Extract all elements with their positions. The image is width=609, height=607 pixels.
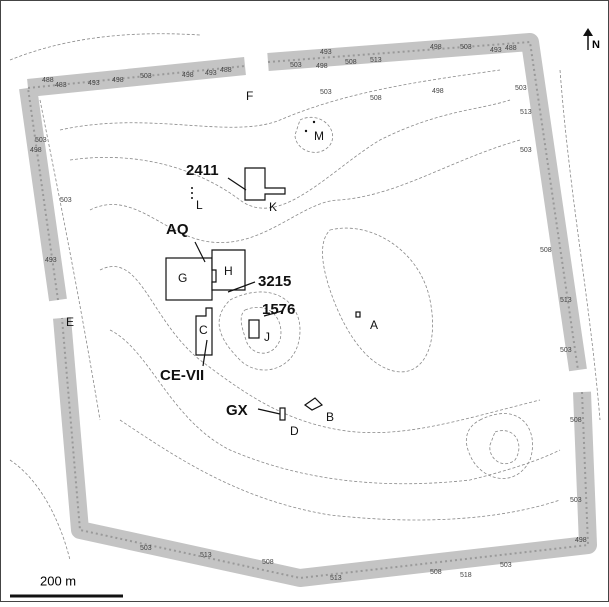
contour-label: 503 <box>570 497 582 504</box>
contour-label: 508 <box>540 247 552 254</box>
contour-label: 483 <box>55 82 67 89</box>
contour-label: 513 <box>200 552 212 559</box>
contour-label: 498 <box>432 88 444 95</box>
contour-label: 503 <box>500 562 512 569</box>
feature-label: G <box>178 271 187 285</box>
feature-label: 2411 <box>186 162 219 179</box>
building-a <box>356 312 360 317</box>
feature-label: GX <box>226 402 248 419</box>
feature-label: K <box>269 200 277 214</box>
contour-label: 508 <box>430 569 442 576</box>
contour-label: 493 <box>320 49 332 56</box>
feature-label: H <box>224 264 233 278</box>
contour-label: 508 <box>370 95 382 102</box>
building-g <box>166 258 212 300</box>
feature-label: AQ <box>166 221 189 238</box>
contour-label: 503 <box>290 62 302 69</box>
contour-label: 503 <box>140 545 152 552</box>
feature-label: C <box>199 323 208 337</box>
contour-label: 503 <box>320 89 332 96</box>
contour-label: 493 <box>205 70 217 77</box>
contour-label: 508 <box>262 559 274 566</box>
contour-label: 493 <box>45 257 57 264</box>
feature-label: B <box>326 410 334 424</box>
feature-label: 1576 <box>262 301 295 318</box>
contour-label: 513 <box>370 57 382 64</box>
contour-label: 488 <box>42 77 54 84</box>
contour-label: 503 <box>140 73 152 80</box>
feature-label: 3215 <box>258 273 291 290</box>
contour-label: 498 <box>316 63 328 70</box>
feature-label: L <box>196 198 203 212</box>
scale-bar-label: 200 m <box>40 573 76 588</box>
feature-label: A <box>370 318 378 332</box>
contour-label: 498 <box>112 77 124 84</box>
contour-label: 488 <box>220 67 232 74</box>
contour-label: 498 <box>182 72 194 79</box>
contour-label: 513 <box>560 297 572 304</box>
feature-label: CE-VII <box>160 367 204 384</box>
north-label: N <box>592 39 600 51</box>
feature-label: M <box>314 129 324 143</box>
contour-label: 503 <box>460 44 472 51</box>
contour-label: 503 <box>35 137 47 144</box>
building-d <box>280 408 285 420</box>
feature-label: E <box>66 315 74 329</box>
contour-label: 498 <box>30 147 42 154</box>
building-j <box>249 320 259 338</box>
contour-label: 498 <box>430 44 442 51</box>
contour-label: 503 <box>515 85 527 92</box>
contour-label: 498 <box>575 537 587 544</box>
feature-label: J <box>264 330 270 344</box>
contour-label: 503 <box>520 147 532 154</box>
contour-label: 513 <box>330 575 342 582</box>
map: 200 m N A B C D E F G H J K L M GX CE-VII AQ 2411 3215 15… <box>0 0 609 602</box>
feature-label: D <box>290 424 299 438</box>
contour-label: 513 <box>520 109 532 116</box>
contour-label: 493 <box>490 47 502 54</box>
contour-label: 488 <box>505 45 517 52</box>
contour-label: 518 <box>460 572 472 579</box>
contour-label: 503 <box>560 347 572 354</box>
contour-label: 508 <box>345 59 357 66</box>
feature-label: F <box>246 89 253 103</box>
contour-label: 503 <box>60 197 72 204</box>
contour-label: 508 <box>570 417 582 424</box>
contour-label: 493 <box>88 80 100 87</box>
